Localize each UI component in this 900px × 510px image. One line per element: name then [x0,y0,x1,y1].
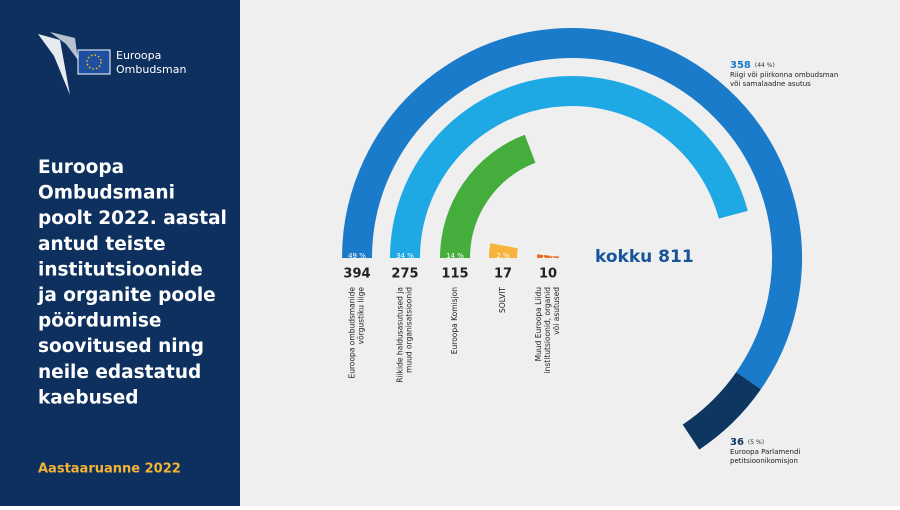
total: kokku 811 [595,247,694,267]
category-label: SOLVIT [498,287,507,313]
eu-flag [78,50,110,74]
title-line: poolt 2022. aastal [38,208,227,229]
share-label: 34 % [396,252,414,260]
title-line: neile edastatud [38,362,201,383]
annotation-label: Riigi või piirkonna ombudsman [730,71,838,79]
category-label: muud organisatsioonid [405,287,414,373]
logo-text: Ombudsman [116,63,186,76]
annotation-share: (44 %) [755,62,775,69]
share-label: 49 % [348,252,366,260]
footer: Aastaaruanne 2022 [38,462,181,477]
value-label: 10 [539,267,557,282]
category-label: või asutused [552,287,561,335]
title-line: Ombudsmani [38,183,175,204]
annotation-share: (5 %) [748,439,764,446]
value-label: 17 [494,267,512,282]
value-label: 115 [441,267,468,282]
category-label: Euroopa Komisjon [450,287,459,354]
share-label: 1 % [541,252,555,260]
category-label: Riikide haldusasutused ja [396,287,405,383]
title-line: antud teiste [38,234,166,255]
category-label: Euroopa ombudsmanide [348,287,357,379]
value-label: 275 [391,267,418,282]
category-label: võrgustiku liige [357,287,366,345]
share-label: 14 % [446,252,464,260]
title-line: ja organite poole [37,285,216,306]
category-label: Muud Euroopa Liidu [534,287,543,362]
title-line: Euroopa [38,157,124,178]
annotation-number: 36 [730,437,744,448]
annotation-label: Euroopa Parlamendi [730,448,800,456]
title-line: soovitused ning [38,336,204,357]
title-line: pöördumise [38,311,161,332]
annotation-label: või samalaadne asutus [730,80,811,88]
title-line: institutsioonide [38,259,203,280]
category-label: institutsioonid, organid [543,287,552,374]
title-line: kaebused [38,387,139,408]
annotation-label: petitsioonikomisjon [730,457,798,465]
annotation-number: 358 [730,60,751,71]
value-label: 394 [343,267,370,282]
logo-text: Euroopa [116,49,161,62]
share-label: 2 % [496,252,510,260]
